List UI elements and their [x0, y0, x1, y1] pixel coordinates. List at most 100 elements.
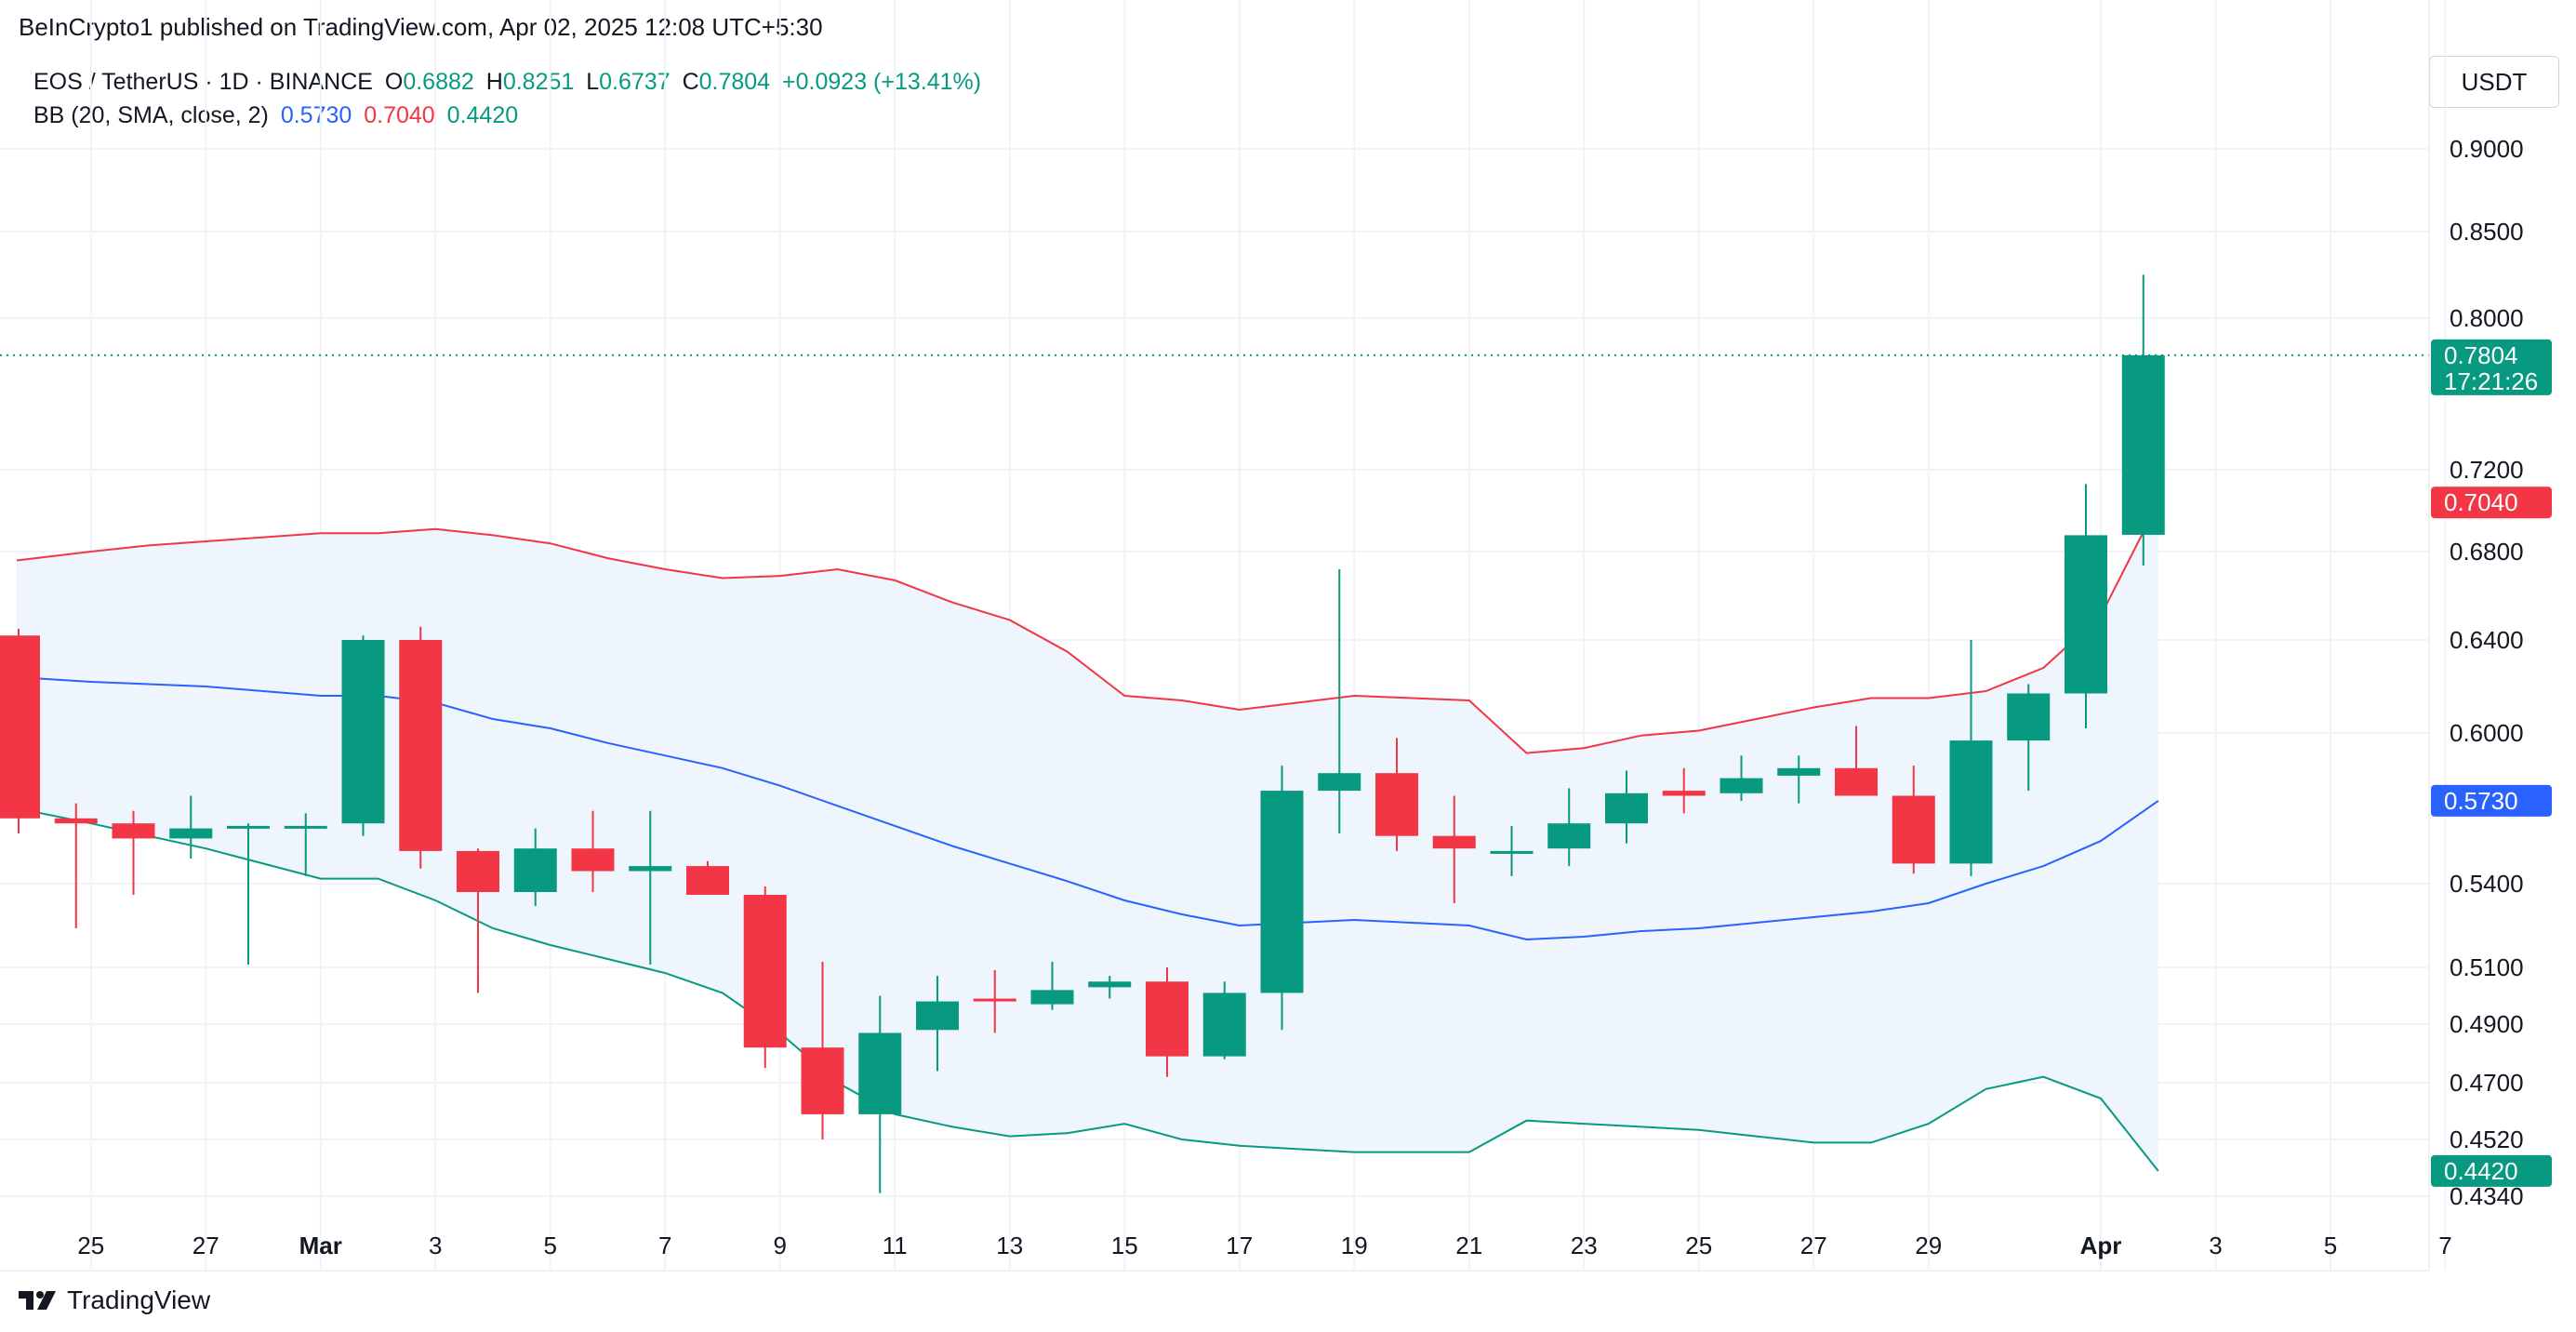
candle-body[interactable]: [1030, 990, 1074, 1005]
price-axis-tick-label: 0.4520: [2450, 1126, 2524, 1153]
candle-body[interactable]: [457, 850, 499, 892]
price-axis-tick-label: 0.6400: [2450, 626, 2524, 654]
candle-body[interactable]: [399, 640, 443, 851]
candle-body[interactable]: [858, 1032, 902, 1114]
candle-body[interactable]: [1835, 767, 1878, 796]
bb-indicator-label[interactable]: BB (20, SMA, close, 2): [33, 102, 269, 128]
candle-body[interactable]: [1892, 795, 1935, 864]
candle-body[interactable]: [0, 635, 40, 819]
change-value: +0.0923 (+13.41%): [782, 69, 982, 95]
time-axis-tick-label: Mar: [299, 1232, 342, 1259]
bb-basis-tag: [2431, 784, 2552, 817]
candle-body[interactable]: [973, 998, 1016, 1002]
bb-basis-tag-value: 0.5730: [2444, 787, 2518, 815]
time-axis-tick-label: 17: [1226, 1232, 1253, 1259]
published-caption: BeInCrypto1 published on TradingView.com…: [19, 13, 823, 41]
open-label: O: [384, 69, 404, 95]
candle-body[interactable]: [1777, 767, 1821, 776]
low-label: L: [586, 69, 600, 95]
candle-body[interactable]: [513, 848, 557, 892]
candle-body[interactable]: [686, 866, 729, 895]
time-axis-tick-label: Apr: [2080, 1232, 2122, 1259]
candle-body[interactable]: [629, 866, 672, 872]
symbol-row: EOS / TetherUS · 1D · BINANCE O0.6882 H0…: [33, 65, 987, 99]
candle-body[interactable]: [1605, 793, 1648, 824]
high-value: 0.8251: [502, 69, 575, 95]
low-value: 0.6737: [599, 69, 671, 95]
chart-legend: EOS / TetherUS · 1D · BINANCE O0.6882 H0…: [33, 65, 987, 132]
candle-body[interactable]: [1375, 773, 1418, 836]
time-axis-tick-label: 3: [2209, 1232, 2222, 1259]
candle-body[interactable]: [1949, 740, 1993, 864]
time-axis-tick-label: 27: [193, 1232, 219, 1259]
bb-lower-line: [16, 807, 2159, 1172]
bb-lower-tag: [2431, 1154, 2552, 1187]
price-axis-tick-label: 0.4340: [2450, 1182, 2524, 1210]
price-axis-tick-label: 0.8500: [2450, 218, 2524, 246]
price-tags: 0.7804 17:21:26 0.7040 0.5730 0.4420: [2431, 339, 2552, 1187]
currency-selector[interactable]: USDT: [2429, 56, 2559, 108]
candle-body[interactable]: [1202, 992, 1246, 1057]
tradingview-logo-icon: [19, 1291, 56, 1310]
candle-body[interactable]: [227, 825, 270, 829]
time-axis-tick-label: 3: [429, 1232, 442, 1259]
time-axis-tick-label: 15: [1111, 1232, 1138, 1259]
time-axis[interactable]: 25 27 Mar 3 5 7 9 11 13 15 17 19 21 23 25 27 29 Apr 3 5 7: [77, 1232, 2451, 1259]
time-axis-tick-label: 25: [77, 1232, 104, 1259]
time-axis-tick-label: 9: [774, 1232, 787, 1259]
price-axis-tick-label: 0.4900: [2450, 1010, 2524, 1038]
bb-row: BB (20, SMA, close, 2) 0.5730 0.7040 0.4…: [33, 99, 987, 132]
candle-body[interactable]: [54, 818, 98, 824]
price-axis[interactable]: 0.9000 0.8500 0.8000 0.7200 0.6800 0.6400 0.60…: [2450, 135, 2524, 1210]
candle-body[interactable]: [1318, 773, 1361, 792]
candle-body[interactable]: [1088, 981, 1132, 988]
time-axis-tick-label: 7: [2438, 1232, 2451, 1259]
candles: [0, 274, 2165, 1193]
bb-lower-value: 0.4420: [446, 102, 519, 128]
candle-body[interactable]: [1432, 835, 1476, 849]
last-price-tag: [2431, 339, 2552, 395]
candle-body[interactable]: [1720, 778, 1763, 793]
time-axis-tick-label: 13: [996, 1232, 1023, 1259]
candle-body[interactable]: [2007, 693, 2051, 741]
time-axis-tick-label: 19: [1341, 1232, 1368, 1259]
candle-body[interactable]: [1547, 823, 1591, 849]
footer-brand[interactable]: TradingView: [17, 1285, 210, 1315]
bb-upper-value: 0.7040: [364, 102, 435, 128]
price-axis-tick-label: 0.9000: [2450, 135, 2524, 163]
candle-body[interactable]: [571, 848, 615, 872]
candle-body[interactable]: [1260, 791, 1304, 993]
open-value: 0.6882: [403, 69, 474, 95]
close-label: C: [682, 69, 699, 95]
bb-lower-tag-value: 0.4420: [2444, 1157, 2518, 1185]
bb-upper-tag: [2431, 486, 2552, 519]
candle-body[interactable]: [284, 825, 327, 829]
footer-brand-label: TradingView: [67, 1285, 211, 1314]
price-axis-tick-label: 0.7200: [2450, 456, 2524, 484]
time-axis-tick-label: 5: [2324, 1232, 2337, 1259]
time-axis-tick-label: 5: [544, 1232, 557, 1259]
price-axis-tick-label: 0.6800: [2450, 538, 2524, 566]
candle-body[interactable]: [1490, 850, 1534, 854]
candle-body[interactable]: [2121, 354, 2165, 535]
candle-body[interactable]: [1662, 791, 1706, 796]
candle-body[interactable]: [169, 828, 213, 839]
time-axis-tick-label: 25: [1685, 1232, 1712, 1259]
last-price-tag-value: 0.7804: [2444, 341, 2518, 369]
time-axis-tick-label: 11: [883, 1232, 908, 1259]
candle-body[interactable]: [916, 1001, 959, 1031]
candle-body[interactable]: [801, 1047, 844, 1114]
candle-body[interactable]: [2065, 535, 2107, 694]
high-label: H: [485, 69, 503, 95]
bb-upper-tag-value: 0.7040: [2444, 488, 2518, 516]
countdown-tag-value: 17:21:26: [2444, 367, 2538, 395]
candle-body[interactable]: [1146, 981, 1188, 1057]
time-axis-tick-label: 27: [1800, 1232, 1827, 1259]
candle-body[interactable]: [743, 895, 787, 1048]
candle-body[interactable]: [341, 640, 385, 824]
time-axis-tick-label: 23: [1571, 1232, 1598, 1259]
price-axis-tick-label: 0.6000: [2450, 719, 2524, 747]
candle-body[interactable]: [112, 823, 155, 839]
price-axis-tick-label: 0.4700: [2450, 1069, 2524, 1097]
